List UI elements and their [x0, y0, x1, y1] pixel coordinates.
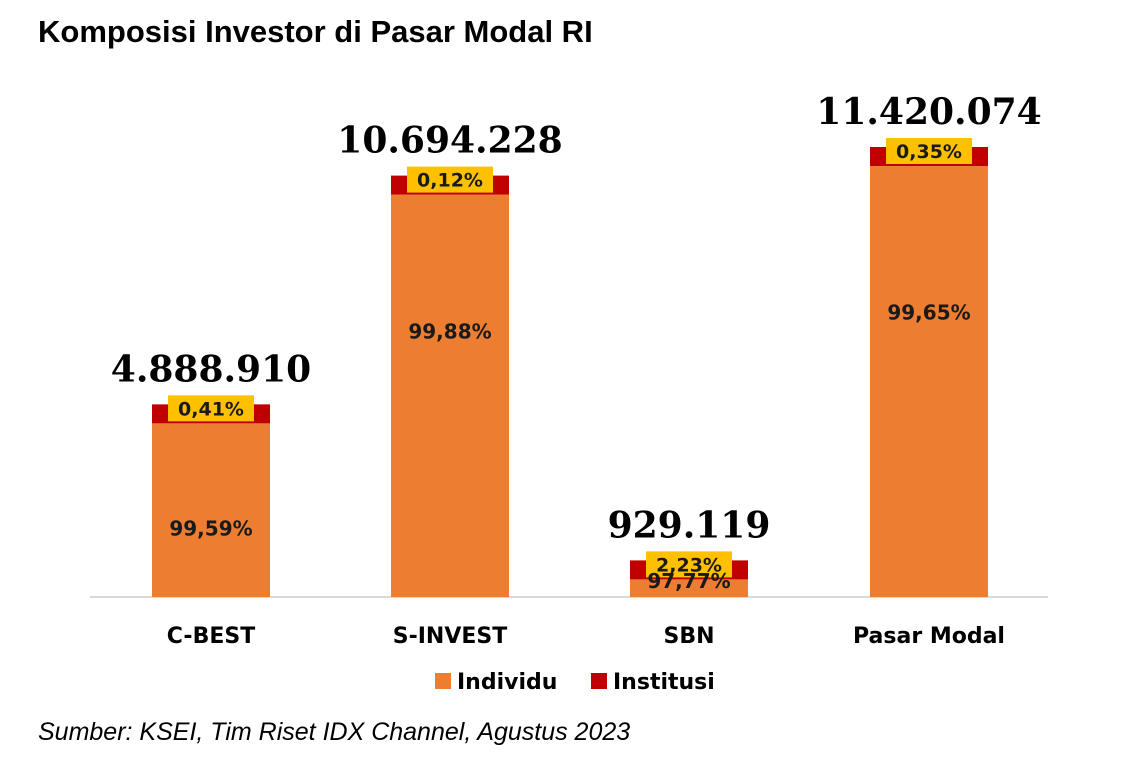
individu-pct-label: 99,59% [169, 516, 252, 540]
institusi-pct-label: 2,23% [656, 554, 722, 576]
bar-individu [391, 194, 509, 598]
institusi-label-box [886, 138, 972, 164]
individu-pct-label: 97,77% [647, 569, 730, 593]
bar-individu [870, 166, 988, 597]
institusi-pct-label: 0,35% [896, 141, 962, 163]
source-note: Sumber: KSEI, Tim Riset IDX Channel, Agu… [38, 718, 631, 746]
chart-title: Komposisi Investor di Pasar Modal RI [38, 14, 593, 49]
category-label: C-BEST [167, 624, 255, 649]
individu-pct-label: 99,65% [887, 301, 970, 325]
category-label: S-INVEST [393, 624, 507, 649]
institusi-pct-label: 0,12% [417, 170, 483, 192]
total-value-label: 10.694.228 [337, 120, 562, 162]
institusi-label-box [168, 395, 254, 422]
institusi-label-box [646, 551, 732, 578]
total-value-label: 929.119 [608, 504, 771, 546]
institusi-label-box [407, 166, 493, 193]
category-label: Pasar Modal [853, 624, 1005, 649]
legend-swatch-individu [435, 673, 451, 689]
legend-label-institusi: Institusi [613, 670, 715, 695]
legend-swatch-institusi [591, 673, 607, 689]
bar-individu [152, 423, 270, 597]
category-label: SBN [663, 624, 714, 649]
bar-individu [630, 579, 748, 597]
institusi-pct-label: 0,41% [178, 398, 244, 420]
legend-label-individu: Individu [457, 670, 557, 695]
total-value-label: 11.420.074 [816, 91, 1041, 133]
individu-pct-label: 99,88% [408, 319, 491, 343]
total-value-label: 4.888.910 [111, 348, 311, 390]
